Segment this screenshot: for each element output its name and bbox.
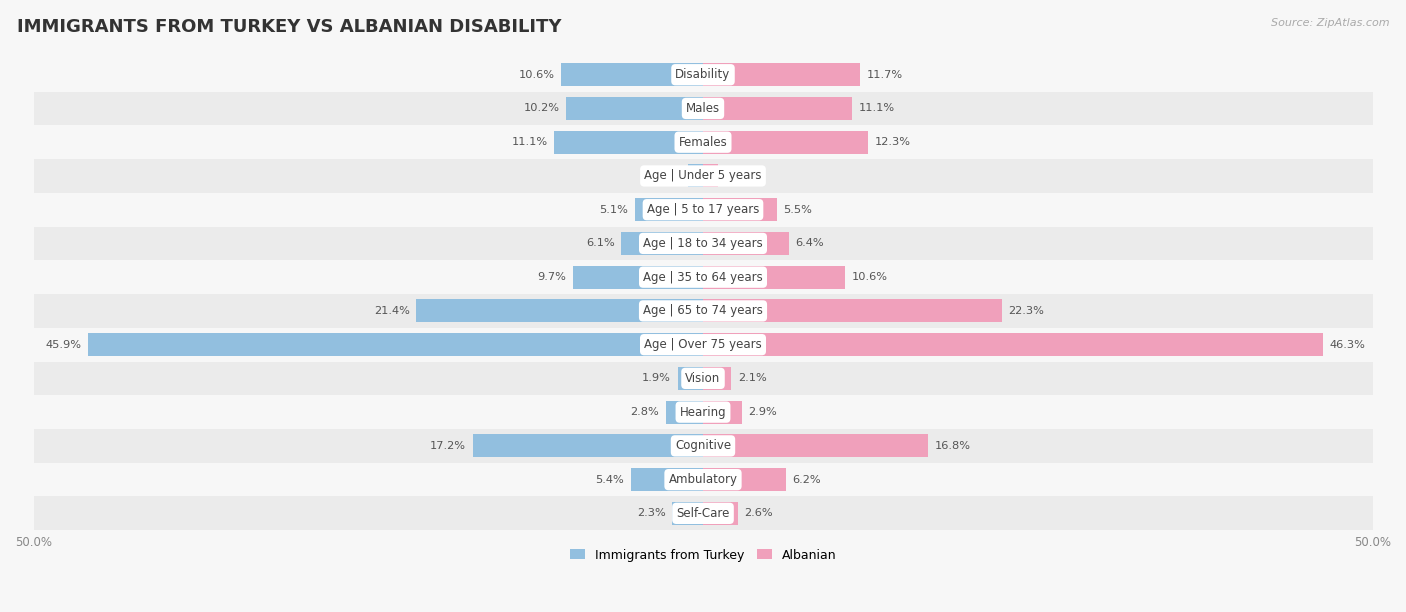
Text: 6.4%: 6.4%	[796, 239, 824, 248]
Text: 10.6%: 10.6%	[852, 272, 887, 282]
Bar	[472, 435, 703, 457]
Text: Vision: Vision	[685, 372, 721, 385]
Text: 1.9%: 1.9%	[643, 373, 671, 383]
Bar	[416, 299, 703, 323]
Text: 16.8%: 16.8%	[935, 441, 970, 451]
Bar	[703, 435, 928, 457]
Text: 10.6%: 10.6%	[519, 70, 554, 80]
Text: 2.1%: 2.1%	[738, 373, 766, 383]
Text: 21.4%: 21.4%	[374, 306, 409, 316]
Text: 1.1%: 1.1%	[724, 171, 754, 181]
Text: 11.1%: 11.1%	[512, 137, 548, 147]
Text: 11.1%: 11.1%	[858, 103, 894, 113]
Text: 2.3%: 2.3%	[637, 509, 665, 518]
Text: 1.1%: 1.1%	[652, 171, 682, 181]
Text: 10.2%: 10.2%	[523, 103, 560, 113]
Bar	[34, 294, 1372, 328]
Text: 9.7%: 9.7%	[537, 272, 567, 282]
Bar	[34, 58, 1372, 92]
Bar	[631, 468, 703, 491]
Bar	[703, 198, 776, 221]
Bar	[621, 232, 703, 255]
Text: 2.6%: 2.6%	[745, 509, 773, 518]
Bar	[703, 401, 742, 424]
Bar	[89, 333, 703, 356]
Bar	[34, 92, 1372, 125]
Text: Age | Under 5 years: Age | Under 5 years	[644, 170, 762, 182]
Bar	[34, 395, 1372, 429]
Bar	[703, 367, 731, 390]
Bar	[34, 362, 1372, 395]
Text: 6.2%: 6.2%	[793, 475, 821, 485]
Text: 6.1%: 6.1%	[586, 239, 614, 248]
Bar	[634, 198, 703, 221]
Bar	[703, 333, 1323, 356]
Bar	[34, 496, 1372, 530]
Bar	[34, 260, 1372, 294]
Bar	[703, 266, 845, 289]
Text: Self-Care: Self-Care	[676, 507, 730, 520]
Text: Cognitive: Cognitive	[675, 439, 731, 452]
Bar	[703, 63, 859, 86]
Legend: Immigrants from Turkey, Albanian: Immigrants from Turkey, Albanian	[565, 543, 841, 567]
Bar	[678, 367, 703, 390]
Bar	[561, 63, 703, 86]
Text: 5.1%: 5.1%	[599, 204, 628, 215]
Text: 5.4%: 5.4%	[595, 475, 624, 485]
Bar	[34, 429, 1372, 463]
Text: Age | 18 to 34 years: Age | 18 to 34 years	[643, 237, 763, 250]
Bar	[703, 97, 852, 120]
Bar	[567, 97, 703, 120]
Text: 2.8%: 2.8%	[630, 407, 659, 417]
Bar	[703, 165, 717, 187]
Bar	[703, 502, 738, 525]
Text: 46.3%: 46.3%	[1330, 340, 1365, 349]
Bar	[34, 193, 1372, 226]
Text: Ambulatory: Ambulatory	[668, 473, 738, 486]
Bar	[689, 165, 703, 187]
Bar	[554, 131, 703, 154]
Bar	[703, 299, 1001, 323]
Bar	[672, 502, 703, 525]
Text: 11.7%: 11.7%	[866, 70, 903, 80]
Bar	[34, 328, 1372, 362]
Text: Males: Males	[686, 102, 720, 115]
Text: Hearing: Hearing	[679, 406, 727, 419]
Bar	[703, 232, 789, 255]
Text: Disability: Disability	[675, 68, 731, 81]
Text: Age | 65 to 74 years: Age | 65 to 74 years	[643, 304, 763, 318]
Text: Age | 35 to 64 years: Age | 35 to 64 years	[643, 271, 763, 284]
Text: 45.9%: 45.9%	[46, 340, 82, 349]
Text: 22.3%: 22.3%	[1008, 306, 1045, 316]
Text: 12.3%: 12.3%	[875, 137, 911, 147]
Bar	[34, 125, 1372, 159]
Text: 5.5%: 5.5%	[783, 204, 813, 215]
Bar	[34, 463, 1372, 496]
Bar	[703, 131, 868, 154]
Text: IMMIGRANTS FROM TURKEY VS ALBANIAN DISABILITY: IMMIGRANTS FROM TURKEY VS ALBANIAN DISAB…	[17, 18, 561, 36]
Text: 2.9%: 2.9%	[748, 407, 778, 417]
Bar	[703, 468, 786, 491]
Text: Age | 5 to 17 years: Age | 5 to 17 years	[647, 203, 759, 216]
Text: Females: Females	[679, 136, 727, 149]
Bar	[34, 226, 1372, 260]
Bar	[574, 266, 703, 289]
Bar	[34, 159, 1372, 193]
Text: Age | Over 75 years: Age | Over 75 years	[644, 338, 762, 351]
Text: Source: ZipAtlas.com: Source: ZipAtlas.com	[1271, 18, 1389, 28]
Text: 17.2%: 17.2%	[430, 441, 465, 451]
Bar	[665, 401, 703, 424]
